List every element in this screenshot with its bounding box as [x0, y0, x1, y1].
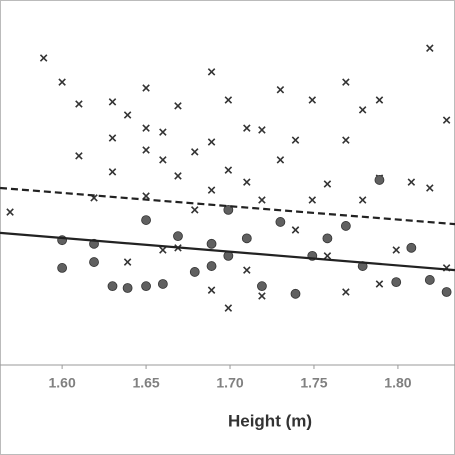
data-point	[159, 156, 167, 164]
data-point	[308, 96, 317, 104]
data-point	[142, 124, 150, 132]
data-point	[6, 208, 14, 216]
data-point	[358, 106, 367, 114]
data-point	[358, 196, 367, 204]
data-point	[243, 266, 251, 274]
data-point	[224, 96, 233, 104]
data-point	[291, 226, 300, 234]
data-point	[57, 263, 68, 273]
data-point	[174, 102, 182, 110]
data-point	[426, 184, 434, 192]
data-point	[391, 277, 402, 288]
data-point	[141, 215, 151, 225]
data-point	[441, 287, 452, 297]
data-point	[241, 233, 252, 244]
data-point	[223, 204, 234, 215]
data-point	[258, 196, 266, 204]
data-point	[258, 292, 266, 300]
x-tick-label: 1.60	[48, 375, 75, 391]
x-tick-label: 1.80	[384, 375, 411, 391]
data-point	[159, 128, 167, 136]
data-point	[206, 238, 217, 249]
data-point	[173, 231, 183, 242]
data-point	[141, 281, 151, 292]
data-point	[123, 258, 132, 266]
data-point	[207, 68, 216, 76]
data-point	[157, 279, 168, 289]
data-point	[75, 100, 83, 108]
data-point	[406, 242, 417, 253]
data-point	[174, 172, 182, 180]
data-point	[243, 178, 251, 186]
trend-line	[0, 186, 455, 226]
data-point	[142, 146, 150, 154]
data-point	[323, 252, 332, 260]
data-point	[207, 186, 216, 194]
data-point	[122, 283, 133, 293]
data-point	[342, 288, 350, 296]
data-point	[207, 138, 216, 146]
data-point	[342, 78, 350, 86]
data-point	[75, 152, 83, 160]
data-point	[276, 156, 285, 164]
data-point	[142, 84, 150, 92]
data-point	[442, 116, 451, 124]
x-tick-label: 1.70	[216, 375, 243, 391]
data-point	[224, 304, 233, 312]
data-point	[207, 286, 216, 294]
data-point	[258, 126, 266, 134]
data-point	[58, 78, 66, 86]
data-point	[142, 192, 150, 200]
data-point	[323, 180, 332, 188]
data-point	[322, 233, 333, 244]
data-point	[291, 136, 300, 144]
data-point	[340, 221, 351, 231]
data-point	[275, 217, 286, 227]
data-point	[308, 196, 317, 204]
data-point	[374, 175, 385, 185]
x-tick-label: 1.75	[300, 375, 327, 391]
trend-line	[0, 231, 455, 272]
data-point	[243, 124, 251, 132]
data-point	[123, 111, 132, 119]
data-point	[190, 148, 199, 156]
data-point	[108, 98, 117, 106]
data-point	[108, 168, 117, 176]
data-point	[89, 257, 99, 267]
data-point	[342, 136, 350, 144]
data-point	[290, 288, 301, 299]
data-point	[224, 166, 233, 174]
data-point	[407, 178, 416, 186]
data-point	[108, 134, 117, 142]
data-point	[426, 44, 434, 52]
data-point	[424, 275, 435, 285]
data-point	[39, 54, 48, 62]
data-point	[159, 246, 167, 254]
x-axis-label: Height (m)	[228, 411, 312, 430]
data-point	[257, 281, 267, 292]
data-point	[190, 206, 199, 214]
data-point	[206, 261, 217, 271]
data-point	[189, 267, 200, 277]
data-point	[107, 281, 118, 292]
x-tick-label: 1.65	[132, 375, 159, 391]
data-point	[375, 280, 384, 288]
data-point	[375, 96, 384, 104]
data-point	[276, 86, 285, 94]
data-point	[392, 246, 401, 254]
